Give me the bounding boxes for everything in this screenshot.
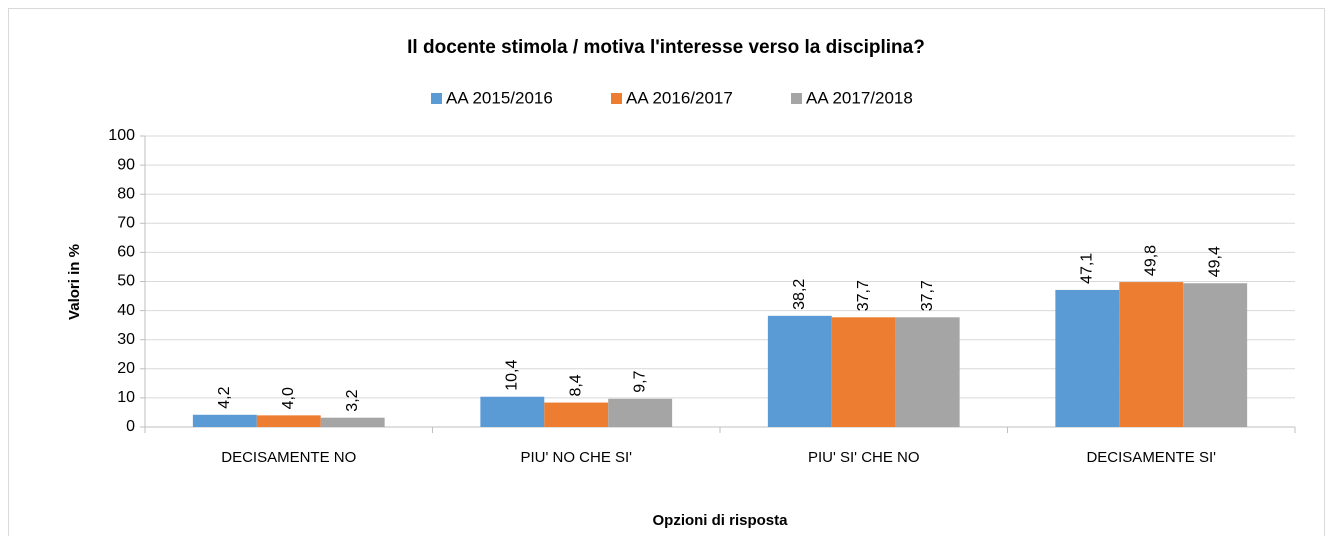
legend-swatch (611, 93, 622, 104)
chart-title: Il docente stimola / motiva l'interesse … (407, 37, 925, 58)
value-label: 10,4 (504, 359, 521, 390)
legend-swatch (431, 93, 442, 104)
bar (1119, 282, 1184, 427)
x-axis-label: Opzioni di risposta (652, 512, 788, 529)
y-tick-label: 50 (117, 273, 135, 290)
y-tick-label: 60 (117, 244, 135, 261)
legend-label: AA 2015/2016 (446, 88, 553, 107)
x-tick-label: DECISAMENTE SI' (1086, 449, 1216, 466)
value-label: 49,4 (1206, 246, 1223, 277)
y-tick-label: 0 (126, 418, 135, 435)
chart-frame (8, 8, 1325, 536)
bar (480, 396, 545, 427)
bar (192, 414, 257, 427)
x-tick-label: PIU' SI' CHE NO (808, 449, 920, 466)
legend-label: AA 2017/2018 (806, 88, 913, 107)
y-tick-label: 20 (117, 360, 135, 377)
y-tick-label: 70 (117, 215, 135, 232)
value-label: 4,0 (280, 387, 297, 409)
x-tick-label: PIU' NO CHE SI' (520, 449, 632, 466)
value-label: 37,7 (919, 280, 936, 311)
y-tick-label: 90 (117, 156, 135, 173)
legend-swatch (791, 93, 802, 104)
value-label: 8,4 (567, 374, 584, 396)
y-tick-label: 30 (117, 331, 135, 348)
y-axis-label: Valori in % (66, 244, 83, 320)
value-label: 3,2 (344, 389, 361, 411)
bar (831, 317, 896, 427)
value-label: 38,2 (791, 279, 808, 310)
value-label: 9,7 (631, 370, 648, 392)
y-tick-label: 10 (117, 389, 135, 406)
bar (608, 398, 673, 427)
x-tick-label: DECISAMENTE NO (221, 449, 356, 466)
bar (256, 415, 321, 427)
bar (544, 402, 609, 427)
y-tick-label: 40 (117, 302, 135, 319)
bar (1055, 289, 1120, 427)
y-tick-label: 80 (117, 185, 135, 202)
value-label: 47,1 (1079, 253, 1096, 284)
bar (895, 317, 960, 427)
bar (1183, 283, 1248, 427)
legend-label: AA 2016/2017 (626, 88, 733, 107)
value-label: 4,2 (216, 386, 233, 408)
y-tick-label: 100 (108, 127, 135, 144)
bar (320, 417, 385, 427)
value-label: 49,8 (1142, 245, 1159, 276)
value-label: 37,7 (855, 280, 872, 311)
bar (767, 315, 832, 427)
